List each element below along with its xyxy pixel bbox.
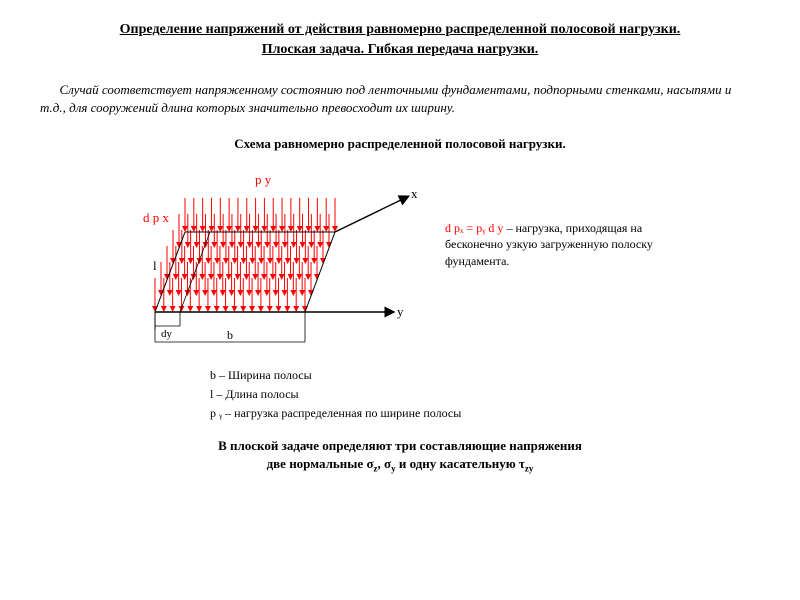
- conclusion-line-2: две нормальные σz, σy и одну касательную…: [40, 455, 760, 475]
- svg-text:b: b: [227, 328, 233, 342]
- intro-paragraph: Случай соответствует напряженному состоя…: [40, 81, 760, 117]
- svg-text:y: y: [397, 304, 404, 319]
- svg-text:dy: dy: [161, 328, 173, 340]
- legend-block: b – Ширина полосы l – Длина полосы p ᵧ –…: [210, 366, 760, 424]
- legend-l: l – Длина полосы: [210, 385, 760, 404]
- figure-annotation: d pₓ = pᵧ d y – нагрузка, приходящая на …: [445, 162, 675, 270]
- title-line-2: Плоская задача. Гибкая передача нагрузки…: [262, 42, 539, 57]
- legend-py: p ᵧ – нагрузка распределенная по ширине …: [210, 404, 760, 423]
- figure-caption: Схема равномерно распределенной полосово…: [40, 136, 760, 152]
- strip-load-diagram: x y dy b l p y d p x: [125, 162, 435, 352]
- svg-text:l: l: [153, 258, 157, 273]
- legend-b: b – Ширина полосы: [210, 366, 760, 385]
- svg-text:d p x: d p x: [143, 210, 170, 225]
- conclusion-line-1: В плоской задаче определяют три составля…: [40, 437, 760, 455]
- page-title: Определение напряжений от действия равно…: [40, 20, 760, 59]
- conclusion: В плоской задаче определяют три составля…: [40, 437, 760, 475]
- svg-text:x: x: [411, 186, 418, 201]
- svg-text:p y: p y: [255, 172, 272, 187]
- title-line-1: Определение напряжений от действия равно…: [120, 22, 681, 37]
- annotation-equation: d pₓ = pᵧ d y: [445, 221, 503, 235]
